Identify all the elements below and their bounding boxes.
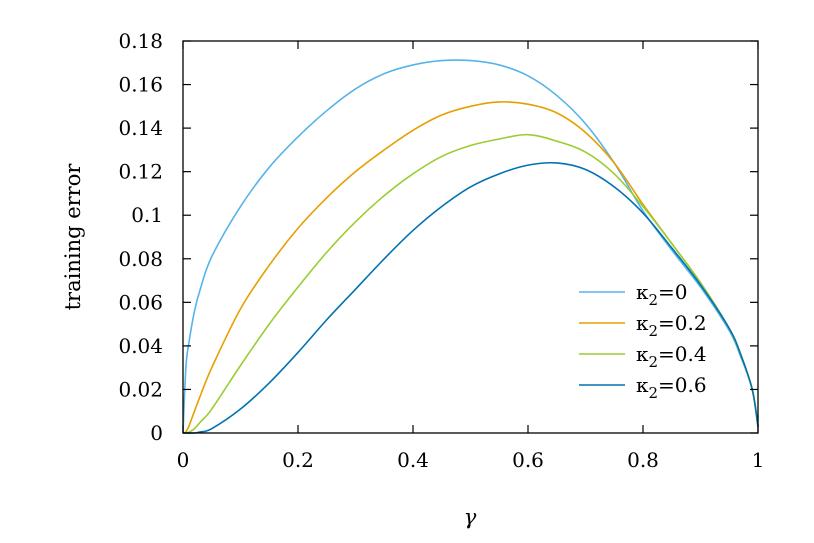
x-tick-label: 0.4: [397, 448, 429, 472]
legend-entry: κ2=0.2: [579, 311, 707, 340]
axis-ticks: [182, 40, 759, 434]
y-tick-label: 0.14: [118, 116, 163, 140]
legend-label: κ2=0.4: [636, 342, 707, 371]
y-axis-label: training error: [61, 163, 85, 311]
y-tick-label: 0.16: [118, 73, 163, 97]
y-tick-label: 0.06: [118, 290, 163, 314]
legend-label: κ2=0: [636, 280, 688, 309]
legend-entry: κ2=0.4: [579, 342, 707, 371]
x-tick-label: 1: [752, 448, 765, 472]
axis-tick-labels: 0 0.2 0.4 0.6 0.8 1 0 0.02 0.04 0.06 0.08 0.1 0.12 0.…: [118, 29, 764, 472]
legend-label: κ2=0.2: [636, 311, 707, 340]
y-tick-label: 0.04: [118, 334, 163, 358]
y-tick-label: 0.08: [118, 247, 163, 271]
y-tick-label: 0.12: [118, 160, 163, 184]
x-tick-label: 0.6: [512, 448, 544, 472]
series-line-3: [182, 161, 759, 434]
x-tick-label: 0: [177, 448, 190, 472]
legend-entry: κ2=0.6: [579, 373, 707, 402]
series-line-0: [182, 59, 759, 434]
legend-label: κ2=0.6: [636, 373, 707, 402]
y-tick-label: 0: [150, 421, 163, 445]
x-tick-label: 0.2: [282, 448, 314, 472]
x-axis-label: γ: [464, 505, 477, 529]
x-tick-label: 0.8: [627, 448, 659, 472]
legend: κ2=0κ2=0.2κ2=0.4κ2=0.6: [579, 280, 707, 402]
legend-entry: κ2=0: [579, 280, 688, 309]
y-tick-label: 0.18: [118, 29, 163, 53]
plot-frame: [182, 40, 759, 434]
y-tick-label: 0.1: [131, 203, 163, 227]
series-line-2: [182, 133, 759, 434]
y-tick-label: 0.02: [118, 377, 163, 401]
data-series-layer: [182, 59, 759, 434]
